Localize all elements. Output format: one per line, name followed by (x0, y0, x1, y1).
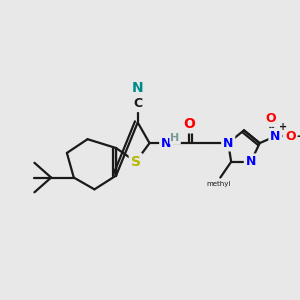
Text: O: O (285, 130, 296, 143)
Text: N: N (223, 136, 233, 150)
Text: N: N (246, 155, 256, 168)
Text: H: H (170, 133, 180, 143)
Text: S: S (131, 155, 141, 169)
Text: N: N (270, 130, 280, 143)
Text: N: N (161, 136, 171, 150)
Text: C: C (133, 97, 142, 110)
Text: +: + (279, 122, 287, 132)
Text: O: O (183, 117, 195, 131)
Text: O: O (265, 112, 276, 125)
Text: -: - (296, 130, 300, 143)
Text: N: N (132, 81, 143, 95)
Text: methyl: methyl (206, 182, 231, 188)
